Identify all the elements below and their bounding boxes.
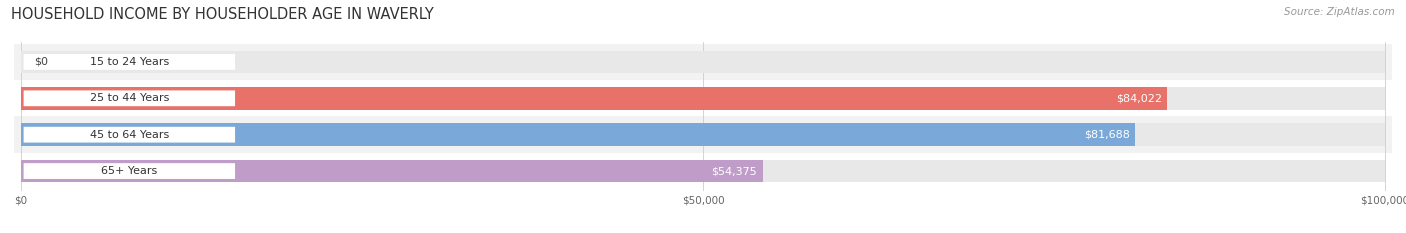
Text: $54,375: $54,375 [711, 166, 758, 176]
Text: 65+ Years: 65+ Years [101, 166, 157, 176]
Bar [21, 123, 1385, 146]
Text: 25 to 44 Years: 25 to 44 Years [90, 93, 169, 103]
FancyBboxPatch shape [24, 54, 235, 70]
Bar [21, 87, 1167, 110]
Bar [21, 160, 1385, 182]
Text: Source: ZipAtlas.com: Source: ZipAtlas.com [1284, 7, 1395, 17]
Bar [21, 87, 1385, 110]
Bar [0, 44, 1406, 80]
Bar [21, 160, 762, 182]
Bar [0, 153, 1406, 189]
Bar [0, 80, 1406, 116]
FancyBboxPatch shape [24, 90, 235, 106]
Text: $84,022: $84,022 [1116, 93, 1161, 103]
Text: 45 to 64 Years: 45 to 64 Years [90, 130, 169, 140]
FancyBboxPatch shape [24, 163, 235, 179]
Text: 15 to 24 Years: 15 to 24 Years [90, 57, 169, 67]
Text: HOUSEHOLD INCOME BY HOUSEHOLDER AGE IN WAVERLY: HOUSEHOLD INCOME BY HOUSEHOLDER AGE IN W… [11, 7, 434, 22]
FancyBboxPatch shape [24, 127, 235, 143]
Text: $0: $0 [35, 57, 49, 67]
Bar [0, 116, 1406, 153]
Bar [21, 51, 1385, 73]
Bar [21, 123, 1135, 146]
Text: $81,688: $81,688 [1084, 130, 1130, 140]
